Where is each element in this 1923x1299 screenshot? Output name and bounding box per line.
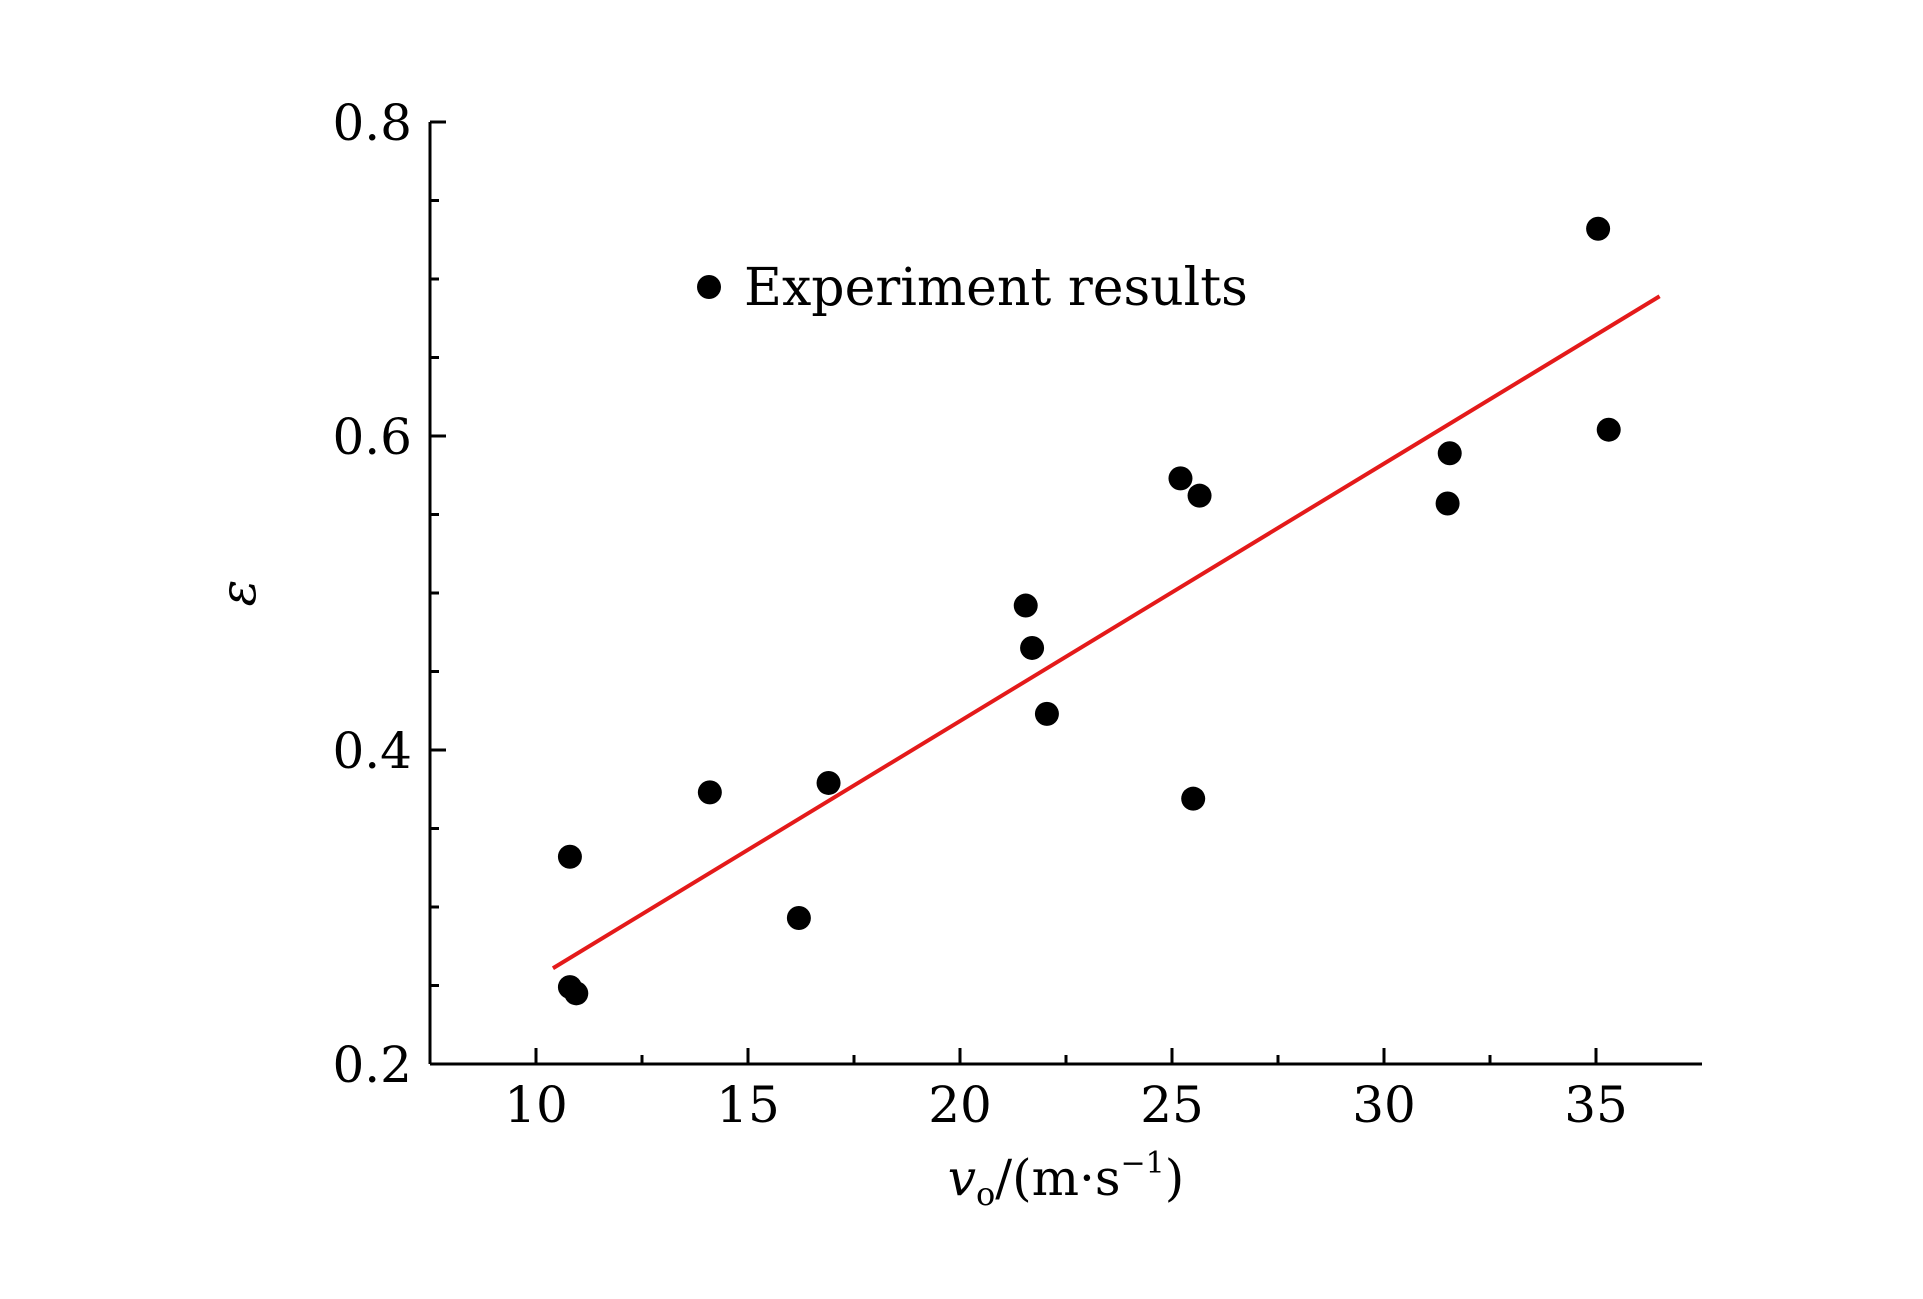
data-point <box>816 770 841 795</box>
y-axis-label: ε <box>209 580 267 607</box>
fit-line-group <box>551 294 1661 970</box>
x-tick-label: 35 <box>1564 1076 1628 1134</box>
x-tick-label: 10 <box>504 1076 568 1134</box>
data-point <box>1168 466 1193 491</box>
data-point <box>1437 441 1462 466</box>
data-point <box>697 780 722 805</box>
legend: Experiment results <box>697 258 1248 318</box>
x-axis-label-sup: −1 <box>1121 1146 1165 1181</box>
data-point <box>786 905 811 930</box>
data-point <box>1187 483 1212 508</box>
legend-marker <box>697 275 721 299</box>
data-point <box>1013 593 1038 618</box>
data-point <box>557 844 582 869</box>
legend-label: Experiment results <box>744 258 1248 318</box>
data-point <box>1034 701 1059 726</box>
data-point <box>564 981 589 1006</box>
x-tick-label: 20 <box>928 1076 992 1134</box>
y-tick-label: 0.6 <box>332 408 412 466</box>
data-points <box>557 216 1621 1006</box>
x-tick-label: 30 <box>1352 1076 1416 1134</box>
x-tick-label: 15 <box>716 1076 780 1134</box>
y-tick-label: 0.8 <box>332 94 412 152</box>
x-axis-label: vo/(m·s−1) <box>948 1146 1185 1213</box>
ticks <box>430 120 1598 1066</box>
x-axis-label-var: v <box>948 1149 976 1207</box>
x-axis-label-close: ) <box>1165 1149 1185 1207</box>
x-axis-label-sub: o <box>976 1175 995 1213</box>
y-tick-label: 0.4 <box>332 722 412 780</box>
y-tick-label: 0.2 <box>332 1036 412 1094</box>
x-axis-label-unit: /(m·s <box>995 1149 1120 1207</box>
data-point <box>1586 216 1611 241</box>
fit-line <box>551 294 1661 970</box>
x-tick-label: 25 <box>1140 1076 1204 1134</box>
data-point <box>1181 786 1206 811</box>
data-point <box>1020 635 1045 660</box>
data-point <box>1435 491 1460 516</box>
data-point <box>1596 417 1621 442</box>
tick-labels: 10 15 20 25 30 35 0.2 0.4 0.6 0.8 <box>332 94 1627 1134</box>
